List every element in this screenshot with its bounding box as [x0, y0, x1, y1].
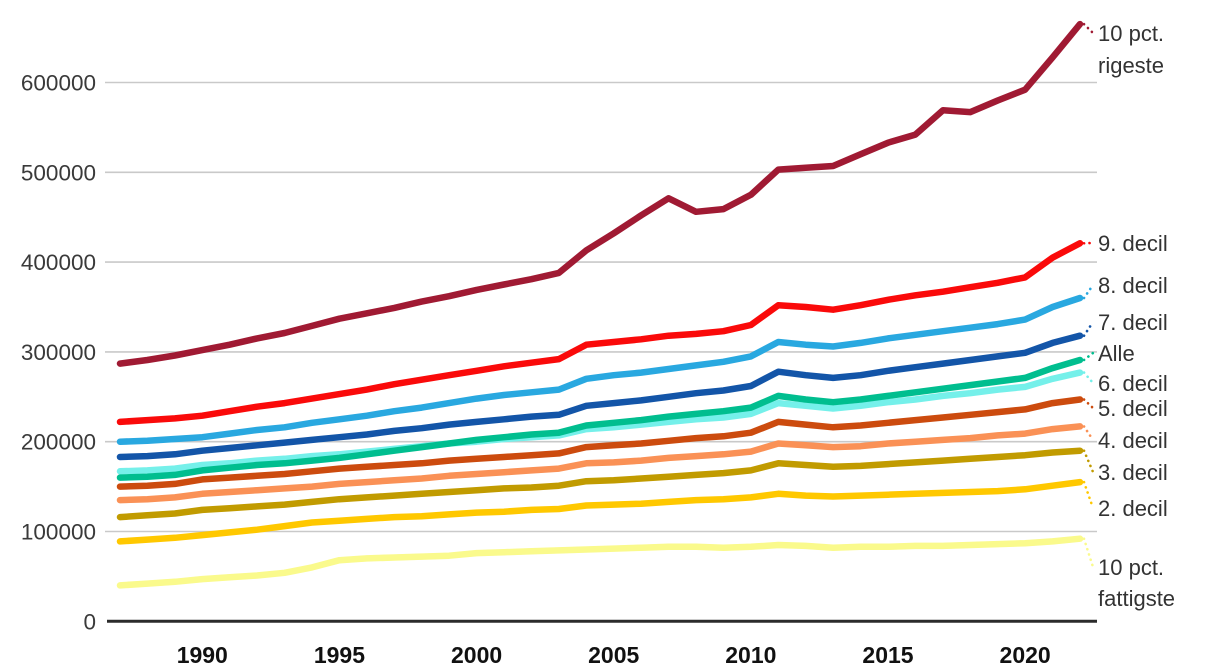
label-leader-10-pct-fattigste — [1082, 537, 1095, 569]
y-axis-tick-label: 200000 — [21, 430, 96, 455]
series-label-5-decil: 5. decil — [1098, 396, 1168, 421]
x-axis-tick-label: 2015 — [862, 642, 913, 668]
series-line-7-decil — [116, 332, 1084, 461]
label-leader-3-decil — [1082, 449, 1095, 474]
series-line-9-decil — [116, 239, 1084, 426]
label-leader-6-decil — [1082, 371, 1095, 385]
y-axis-tick-label: 300000 — [21, 340, 96, 365]
series-label-6-decil: 6. decil — [1098, 371, 1168, 396]
series-label-7-decil: 7. decil — [1098, 310, 1168, 335]
x-axis-tick-label: 1990 — [177, 642, 228, 668]
series-label-10-pct-fattigste: 10 pct. fattigste — [1098, 555, 1175, 611]
series-label-9-decil: 9. decil — [1098, 231, 1168, 256]
label-leader-7-decil — [1082, 320, 1095, 338]
label-leader-4-decil — [1082, 425, 1095, 442]
series-line-3-decil — [116, 447, 1084, 521]
y-axis-tick-label: 400000 — [21, 250, 96, 275]
series-line-10-pct-rigeste — [116, 20, 1084, 367]
x-axis-tick-label: 1995 — [314, 642, 365, 668]
label-leader-8-decil — [1082, 283, 1095, 300]
series-line-4-decil — [116, 423, 1084, 504]
series-label-4-decil: 4. decil — [1098, 428, 1168, 453]
series-line-2-decil — [116, 478, 1084, 545]
y-axis-tick-label: 500000 — [21, 160, 96, 185]
label-leader-5-decil — [1082, 398, 1095, 410]
series-line-5-decil — [116, 396, 1084, 490]
series-line-alle — [116, 356, 1084, 481]
label-leader-alle — [1082, 351, 1095, 362]
x-axis-tick-label: 2020 — [1000, 642, 1051, 668]
y-axis-tick-label: 600000 — [21, 71, 96, 96]
x-axis-tick-label: 2005 — [588, 642, 639, 668]
series-label-alle: Alle — [1098, 341, 1135, 366]
y-axis-tick-label: 0 — [83, 609, 96, 634]
series-label-3-decil: 3. decil — [1098, 460, 1168, 485]
label-leader-10-pct-rigeste — [1082, 22, 1095, 35]
x-axis-tick-label: 2010 — [725, 642, 776, 668]
x-axis-tick-label: 2000 — [451, 642, 502, 668]
series-line-10-pct-fattigste — [116, 535, 1084, 589]
label-leader-2-decil — [1082, 480, 1095, 510]
series-label-8-decil: 8. decil — [1098, 273, 1168, 298]
series-label-2-decil: 2. decil — [1098, 496, 1168, 521]
series-label-10-pct-rigeste: 10 pct. rigeste — [1098, 21, 1164, 78]
series-line-8-decil — [116, 294, 1084, 445]
series-line-6-decil — [116, 369, 1084, 475]
y-axis-tick-label: 100000 — [21, 520, 96, 545]
